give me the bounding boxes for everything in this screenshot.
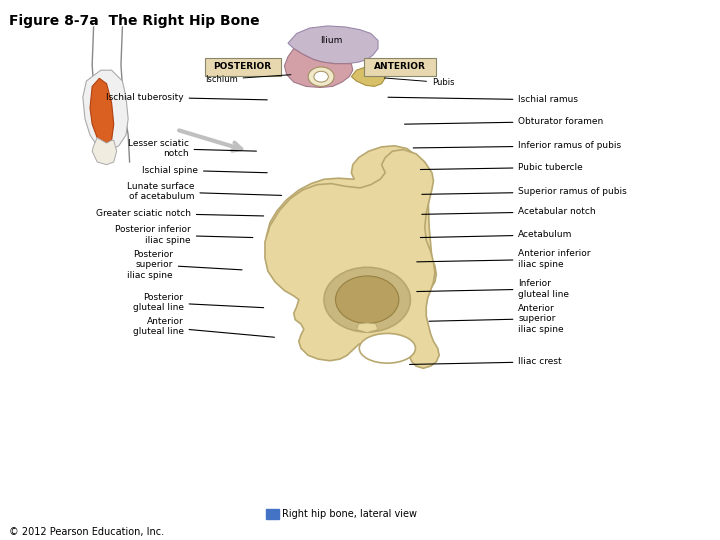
Text: Right hip bone, lateral view: Right hip bone, lateral view [282, 509, 418, 519]
Text: ANTERIOR: ANTERIOR [374, 63, 426, 71]
Circle shape [324, 267, 410, 332]
Text: Ischium: Ischium [205, 75, 291, 84]
Text: Iliac crest: Iliac crest [410, 357, 562, 366]
Polygon shape [265, 150, 439, 368]
Text: Ischial tuberosity: Ischial tuberosity [106, 93, 267, 102]
Polygon shape [284, 49, 353, 87]
Text: © 2012 Pearson Education, Inc.: © 2012 Pearson Education, Inc. [9, 527, 163, 537]
Ellipse shape [359, 333, 415, 363]
Text: Acetabular notch: Acetabular notch [422, 207, 596, 216]
Text: Pubis: Pubis [384, 78, 454, 87]
Polygon shape [90, 78, 114, 143]
FancyBboxPatch shape [266, 509, 279, 519]
Text: Acetabulum: Acetabulum [420, 231, 573, 239]
Text: Pubic tubercle: Pubic tubercle [420, 163, 583, 172]
Text: Posterior inferior
iliac spine: Posterior inferior iliac spine [115, 225, 253, 245]
Text: Anterior
superior
iliac spine: Anterior superior iliac spine [429, 303, 564, 334]
Text: Superior ramus of pubis: Superior ramus of pubis [422, 187, 627, 196]
Text: Obturator foramen: Obturator foramen [405, 117, 603, 126]
FancyBboxPatch shape [364, 58, 436, 76]
Circle shape [336, 276, 399, 323]
Text: Anterior inferior
iliac spine: Anterior inferior iliac spine [417, 249, 591, 269]
Text: Posterior
gluteal line: Posterior gluteal line [132, 293, 264, 312]
Text: Lesser sciatic
notch: Lesser sciatic notch [127, 139, 256, 158]
Text: Lunate surface
of acetabulum: Lunate surface of acetabulum [127, 182, 282, 201]
Text: Greater sciatic notch: Greater sciatic notch [96, 209, 264, 218]
Polygon shape [83, 70, 128, 151]
Circle shape [314, 71, 328, 82]
FancyBboxPatch shape [205, 58, 281, 76]
Polygon shape [92, 138, 117, 165]
Text: Ilium: Ilium [320, 36, 343, 45]
Text: Inferior ramus of pubis: Inferior ramus of pubis [413, 141, 621, 150]
Text: Figure 8-7a  The Right Hip Bone: Figure 8-7a The Right Hip Bone [9, 14, 259, 28]
FancyArrowPatch shape [179, 130, 241, 151]
Polygon shape [266, 146, 436, 294]
Text: Posterior
superior
iliac spine: Posterior superior iliac spine [127, 249, 242, 280]
Text: Ischial spine: Ischial spine [142, 166, 267, 174]
Polygon shape [351, 67, 385, 86]
Polygon shape [288, 26, 378, 64]
Text: Anterior
gluteal line: Anterior gluteal line [132, 317, 274, 338]
Text: Ischial ramus: Ischial ramus [388, 96, 578, 104]
Polygon shape [356, 323, 378, 333]
Circle shape [308, 67, 334, 86]
Text: POSTERIOR: POSTERIOR [214, 63, 271, 71]
Text: Inferior
gluteal line: Inferior gluteal line [417, 279, 570, 299]
